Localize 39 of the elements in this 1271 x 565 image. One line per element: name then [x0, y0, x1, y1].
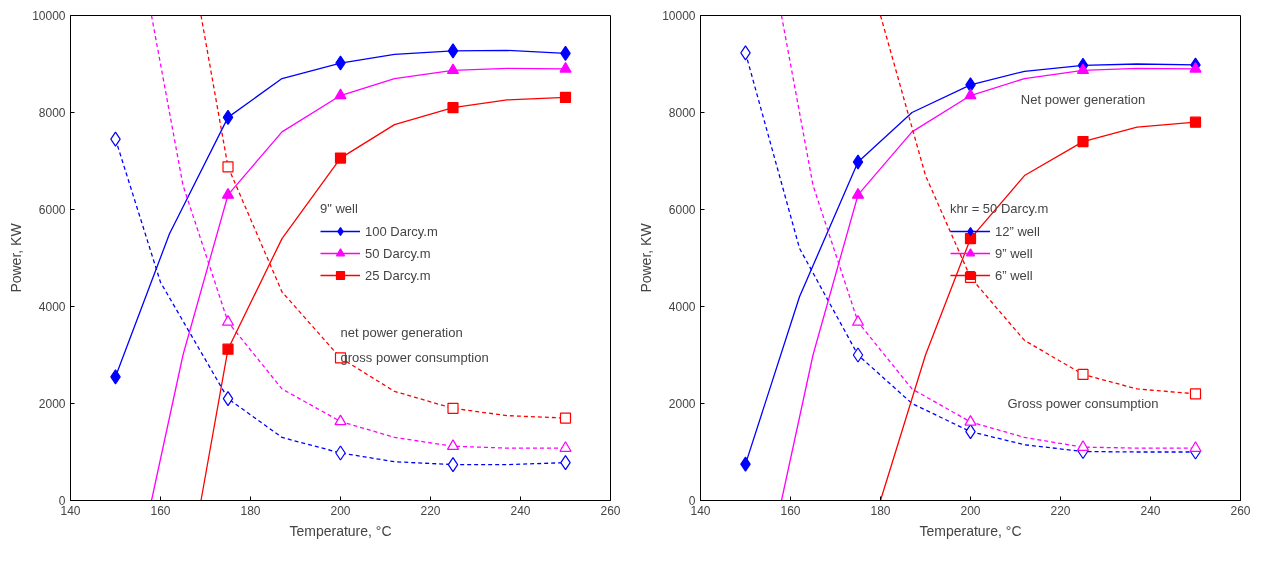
legend-title: 9" well: [320, 201, 359, 216]
x-tick-label: 260: [1230, 503, 1251, 518]
annotation: net power generation: [340, 325, 463, 341]
x-tick-label: 200: [330, 503, 351, 518]
x-axis-title: Temperature, °C: [919, 522, 1022, 539]
y-tick-label: 0: [688, 494, 696, 508]
x-axis-title: Temperature, °C: [289, 522, 392, 539]
legend-label: 6” well: [995, 267, 1033, 283]
x-tick-label: 220: [1050, 503, 1071, 518]
legend-label: 100 Darcy.m: [365, 223, 438, 239]
y-tick-label: 6000: [38, 203, 66, 217]
x-tick-label: 240: [510, 503, 531, 518]
x-tick-label: 180: [240, 503, 261, 518]
x-tick-label: 200: [960, 503, 981, 518]
legend-label: 9” well: [995, 245, 1033, 261]
x-tick-label: 160: [150, 503, 171, 518]
legend-label: 12” well: [995, 223, 1040, 239]
x-tick-label: 260: [600, 503, 621, 518]
y-axis-title: Power, KW: [638, 222, 655, 293]
y-tick-label: 4000: [668, 300, 696, 314]
y-tick-label: 8000: [38, 106, 66, 120]
y-tick-label: 10000: [662, 9, 696, 23]
y-tick-label: 8000: [668, 106, 696, 120]
x-tick-label: 180: [870, 503, 891, 518]
annotation: Gross power consumption: [1007, 396, 1159, 412]
x-tick-label: 220: [420, 503, 441, 518]
x-tick-label: 160: [780, 503, 801, 518]
y-tick-label: 2000: [668, 397, 696, 411]
y-axis-title: Power, KW: [8, 222, 25, 293]
y-tick-label: 10000: [32, 9, 66, 23]
y-tick-label: 2000: [38, 397, 66, 411]
legend-label: 25 Darcy.m: [365, 267, 431, 283]
y-tick-label: 0: [58, 494, 66, 508]
legend-label: 50 Darcy.m: [365, 245, 431, 261]
x-tick-label: 240: [1140, 503, 1161, 518]
y-tick-label: 6000: [668, 203, 696, 217]
legend-title: khr = 50 Darcy.m: [950, 201, 1049, 216]
annotation: Net power generation: [1020, 92, 1146, 108]
y-tick-label: 4000: [38, 300, 66, 314]
